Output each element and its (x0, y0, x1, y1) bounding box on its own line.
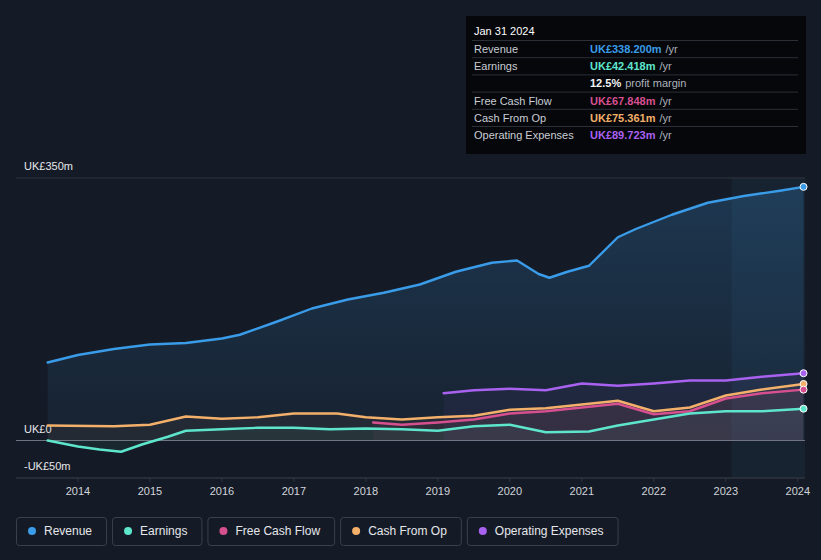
x-tick-label: 2018 (354, 485, 378, 497)
tooltip-label: Revenue (474, 43, 518, 55)
x-tick-label: 2017 (282, 485, 306, 497)
legend-box[interactable] (17, 518, 107, 546)
x-tick (149, 478, 150, 482)
end-point (800, 386, 807, 393)
end-point (800, 370, 807, 377)
tooltip-value: UK£338.200m (590, 43, 662, 55)
tooltip-unit: /yr (659, 60, 672, 72)
legend-box[interactable] (467, 518, 618, 546)
tooltip-unit: /yr (666, 43, 679, 55)
x-tick-label: 2014 (66, 485, 90, 497)
tooltip: Jan 31 2024 Revenue UK£338.200m/yr Earnings… (466, 16, 806, 154)
series-line (48, 384, 804, 426)
legend-box[interactable] (113, 518, 202, 546)
x-tick (437, 478, 438, 482)
legend-item[interactable]: Free Cash Flow (208, 518, 335, 546)
y-tick-label: -UK£50m (24, 460, 70, 472)
legend-box[interactable] (208, 518, 335, 546)
legend-marker (479, 527, 487, 535)
tooltip-separator (472, 74, 798, 75)
x-tick-label: 2016 (210, 485, 234, 497)
x-tick-label: 2015 (138, 485, 162, 497)
chart: -UK£50m UK£0 UK£350m 2014 2015 2016 2017 2018 20… (0, 0, 821, 560)
x-tick (797, 478, 798, 482)
x-tick-label: 2021 (570, 485, 594, 497)
series-line (444, 373, 804, 393)
area-fill (48, 187, 804, 441)
tooltip-unit: /yr (659, 95, 672, 107)
x-tick (653, 478, 654, 482)
end-point (800, 405, 807, 412)
x-tick-label: 2022 (642, 485, 666, 497)
x-tick (581, 478, 582, 482)
series-line (48, 187, 804, 363)
legend-marker (124, 527, 132, 535)
x-tick (725, 478, 726, 482)
tooltip-value: 12.5% (590, 77, 621, 89)
x-tick-label: 2020 (498, 485, 522, 497)
legend-box[interactable] (341, 518, 462, 546)
legend-marker (28, 527, 36, 535)
x-tick (509, 478, 510, 482)
tooltip-unit: /yr (659, 129, 672, 141)
end-point (800, 183, 807, 190)
tooltip-label: Operating Expenses (474, 129, 574, 141)
legend-marker (352, 527, 360, 535)
plot-area (48, 187, 804, 452)
x-tick-label: 2019 (426, 485, 450, 497)
legend-label: Revenue (44, 524, 92, 538)
legend-item[interactable]: Earnings (113, 518, 202, 546)
tooltip-separator (472, 40, 798, 41)
series-line (373, 390, 803, 425)
x-tick-label: 2024 (786, 485, 810, 497)
grid-line (16, 478, 805, 479)
tooltip-value: UK£67.848m (590, 95, 656, 107)
legend-label: Operating Expenses (495, 524, 604, 538)
series-line (48, 409, 804, 452)
legend-item[interactable]: Revenue (17, 518, 107, 546)
legend-marker (219, 527, 227, 535)
x-tick-label: 2023 (714, 485, 738, 497)
y-tick-label: UK£0 (24, 423, 52, 435)
x-tick (365, 478, 366, 482)
tooltip-label: Free Cash Flow (474, 95, 552, 107)
y-tick-label: UK£350m (24, 160, 73, 172)
tooltip-value: UK£75.361m (590, 112, 656, 124)
tooltip-box (466, 16, 806, 154)
x-tick (77, 478, 78, 482)
tooltip-title: Jan 31 2024 (474, 25, 535, 37)
tooltip-value: UK£89.723m (590, 129, 656, 141)
background (0, 0, 821, 560)
tooltip-separator (472, 109, 798, 110)
tooltip-label: Cash From Op (474, 112, 546, 124)
x-tick (221, 478, 222, 482)
legend-item[interactable]: Operating Expenses (467, 518, 618, 546)
tooltip-separator (472, 92, 798, 93)
grid-line (16, 178, 805, 179)
x-axis-line (16, 478, 805, 479)
area-fill (444, 373, 804, 440)
tooltip-separator (472, 57, 798, 58)
tooltip-separator (472, 126, 798, 127)
legend-item[interactable]: Cash From Op (341, 518, 462, 546)
tooltip-value: UK£42.418m (590, 60, 656, 72)
legend-label: Earnings (140, 524, 187, 538)
legend-label: Cash From Op (368, 524, 447, 538)
tooltip-unit: /yr (659, 112, 672, 124)
x-tick (293, 478, 294, 482)
tooltip-unit: profit margin (625, 77, 686, 89)
tooltip-label: Earnings (474, 60, 518, 72)
legend-label: Free Cash Flow (235, 524, 320, 538)
